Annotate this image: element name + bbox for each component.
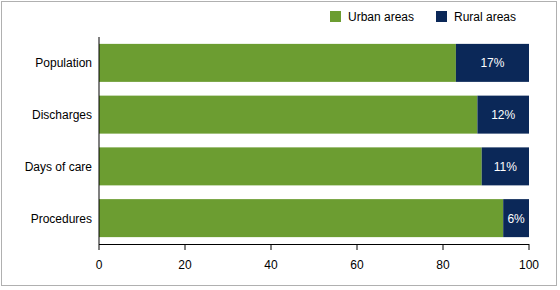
category-label: Procedures bbox=[31, 212, 92, 226]
x-tick bbox=[443, 244, 444, 250]
x-tick bbox=[529, 244, 530, 250]
x-tick bbox=[185, 244, 186, 250]
bar bbox=[99, 147, 482, 185]
x-tick-label: 40 bbox=[264, 258, 278, 272]
chart: 17% 12% 11% 6% Population Discharges Days of c… bbox=[0, 0, 560, 290]
data-label: 11% bbox=[494, 160, 517, 174]
category-label: Days of care bbox=[25, 160, 93, 174]
legend-swatch bbox=[436, 11, 447, 22]
x-tick-label: 80 bbox=[436, 258, 450, 272]
x-tick bbox=[357, 244, 358, 250]
x-tick-label: 0 bbox=[96, 258, 103, 272]
x-tick bbox=[271, 244, 272, 250]
x-tick-label: 60 bbox=[350, 258, 364, 272]
bar bbox=[456, 44, 529, 82]
data-labels: 17% 12% 11% 6% bbox=[480, 56, 525, 225]
data-label: 12% bbox=[491, 108, 515, 122]
x-axis bbox=[99, 244, 529, 245]
bar bbox=[482, 147, 529, 185]
x-tick-label: 100 bbox=[519, 258, 539, 272]
bar bbox=[477, 96, 529, 134]
data-label: 17% bbox=[480, 56, 504, 70]
legend: Urban areas Rural areas bbox=[330, 10, 516, 24]
y-axis bbox=[99, 37, 100, 244]
bars bbox=[99, 44, 529, 237]
x-tick bbox=[99, 244, 100, 250]
x-tick-label: 20 bbox=[178, 258, 192, 272]
category-label: Population bbox=[35, 56, 92, 70]
category-label: Discharges bbox=[32, 108, 92, 122]
legend-label: Urban areas bbox=[348, 10, 414, 24]
bar bbox=[99, 96, 477, 134]
bar bbox=[99, 199, 503, 237]
bar bbox=[99, 44, 456, 82]
legend-swatch bbox=[330, 11, 341, 22]
legend-label: Rural areas bbox=[454, 10, 516, 24]
bar bbox=[503, 199, 529, 237]
frame bbox=[2, 2, 557, 286]
data-label: 6% bbox=[507, 212, 525, 226]
